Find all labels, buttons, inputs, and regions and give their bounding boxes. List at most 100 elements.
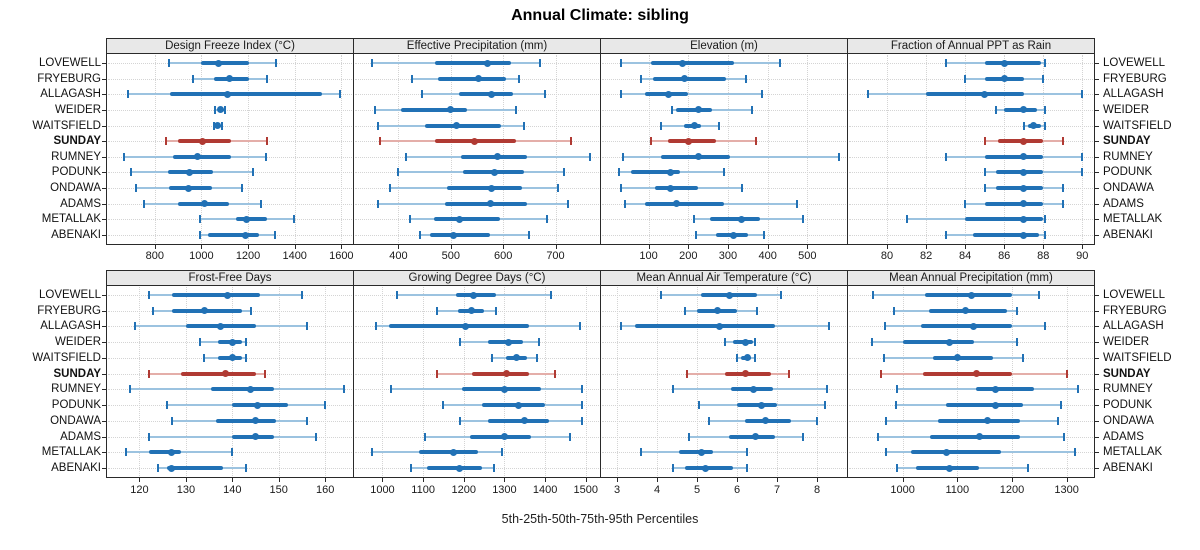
interval-allagash-cap-hi [305,322,308,331]
x-tick-mark [657,478,658,482]
strip-growing-degree-days-c: Growing Degree Days (°C) [353,270,601,286]
interval-sunday-box [471,371,529,376]
interval-lovewell-box [201,61,250,65]
tick-gridline [657,287,658,476]
x-tick-label: 84 [959,250,972,262]
x-tick-label: 7 [773,484,781,496]
interval-adams-box [984,201,1044,206]
tick-gridline [957,287,959,476]
interval-fryeburg-cap-hi [744,74,747,83]
interval-metallak-median-dot [168,448,176,456]
y-tick-mark-left [102,78,106,80]
interval-rumney-cap-hi [580,385,583,394]
interval-podunk-cap-hi [1060,401,1063,410]
interval-adams-median-dot [975,433,983,441]
tick-gridline [294,55,296,243]
interval-waitsfield-cap-hi [221,121,224,130]
y-tick-mark-right [1095,78,1099,80]
x-tick-mark [1066,478,1068,482]
x-tick-mark [1012,478,1013,482]
interval-rumney-cap-hi [588,152,591,161]
y-tick-mark-right [1095,156,1099,158]
station-label-left-rumney: RUMNEY [51,150,101,163]
station-label-right-podunk: PODUNK [1103,399,1153,412]
x-tick-mark [648,245,650,249]
interval-abenaki-box [427,466,483,470]
interval-sunday-median-dot [684,137,692,145]
y-tick-mark-left [102,156,106,158]
tick-gridline [450,55,452,243]
tick-gridline [697,287,698,476]
interval-lovewell-median-dot [215,59,223,67]
x-tick-label: 80 [880,250,894,262]
interval-adams-median-dot [1020,200,1028,208]
interval-waitsfield-median-dot [690,122,698,130]
interval-lovewell-cap-hi [538,59,541,67]
interval-adams-box [644,201,724,206]
station-label-left-weider: WEIDER [55,103,101,116]
station-label-right-sunday: SUNDAY [1103,367,1151,380]
interval-waitsfield-median-dot [513,354,521,362]
x-tick-label: 800 [145,250,164,262]
tick-gridline [926,55,928,243]
strip-label-mean-annual-precipitation-mm: Mean Annual Precipitation (mm) [889,272,1053,284]
interval-rumney-cap-hi [264,152,267,161]
interval-allagash-cap-lo [126,90,129,99]
interval-metallak-cap-lo [640,448,642,457]
interval-waitsfield-median-dot [228,354,236,362]
interval-ondawa-cap-hi [241,184,244,193]
x-tick-label: 1100 [411,484,435,496]
interval-metallak-box [434,217,501,222]
interval-lovewell-box [650,61,734,65]
x-tick-mark [294,245,296,249]
interval-ondawa-median-dot [761,417,769,425]
station-label-left-abenaki: ABENAKI [51,462,101,474]
interval-sunday-cap-hi [1065,369,1068,378]
x-tick-label: 90 [1076,250,1089,262]
y-tick-mark-right [1095,342,1099,344]
strip-effective-precipitation-mm: Effective Precipitation (mm) [353,38,601,54]
interval-sunday-box [922,371,1012,376]
station-label-right-waitsfield: WAITSFIELD [1103,119,1172,132]
x-tick-label: 1200 [999,484,1025,496]
interval-sunday-cap-lo [165,137,168,146]
interval-waitsfield-cap-lo [491,353,494,362]
interval-allagash-median-dot [488,90,496,98]
station-label-right-rumney: RUMNEY [1103,150,1153,163]
interval-sunday-cap-lo [436,369,439,378]
interval-weider-cap-lo [373,105,376,114]
x-tick-mark [1043,245,1045,249]
x-tick-mark [139,478,141,482]
station-label-right-sunday: SUNDAY [1103,135,1151,148]
interval-weider-cap-hi [538,338,540,347]
interval-podunk-median-dot [515,401,523,409]
interval-weider-cap-lo [724,338,726,347]
interval-abenaki-box [208,233,259,237]
interval-adams-box [469,434,531,439]
interval-podunk-median-dot [992,401,1000,409]
row-gridline [849,172,1093,174]
interval-podunk-cap-hi [824,401,826,410]
interval-podunk-cap-hi [723,168,725,177]
interval-waitsfield-median-dot [452,122,460,130]
station-label-left-sunday: SUNDAY [53,135,101,148]
station-label-left-fryeburg: FRYEBURG [37,304,101,317]
interval-waitsfield-cap-lo [376,121,379,130]
interval-waitsfield-cap-lo [1022,121,1025,130]
interval-waitsfield-cap-hi [754,353,756,362]
interval-metallak-box [910,450,1002,455]
x-tick-mark [398,245,400,249]
y-tick-mark-left [102,235,106,236]
interval-ondawa-median-dot [487,184,495,192]
interval-metallak-cap-lo [124,448,127,457]
row-gridline [602,125,846,127]
interval-metallak-box [419,450,478,455]
interval-rumney-median-dot [500,385,508,393]
interval-allagash-box [635,324,775,329]
station-label-left-fryeburg: FRYEBURG [37,72,101,85]
interval-podunk-cap-hi [324,401,327,410]
station-label-left-abenaki: ABENAKI [51,229,101,241]
interval-ondawa-cap-lo [983,184,986,193]
interval-lovewell-cap-lo [167,59,170,67]
y-tick-mark-right [1095,295,1099,296]
